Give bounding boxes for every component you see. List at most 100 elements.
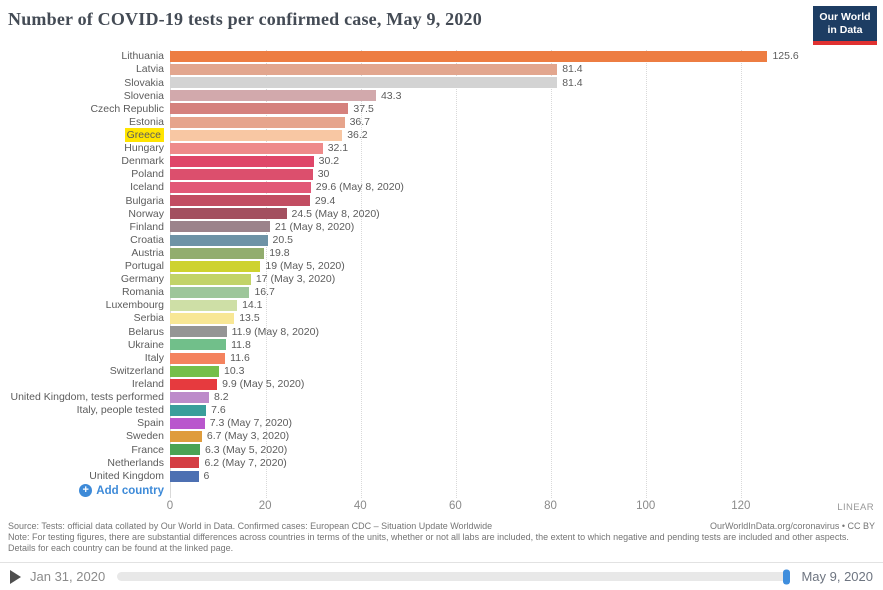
bar-row: Portugal 19 (May 5, 2020) <box>0 260 883 273</box>
country-label[interactable]: Poland <box>131 168 164 181</box>
bar-row: Greece 36.2 <box>0 127 883 142</box>
country-label[interactable]: Norway <box>128 207 164 220</box>
bar[interactable] <box>170 444 200 456</box>
value-label: 17 (May 3, 2020) <box>255 273 336 286</box>
country-label[interactable]: Austria <box>131 246 164 259</box>
bar[interactable] <box>170 103 349 115</box>
timeline-handle[interactable] <box>783 569 791 584</box>
bar[interactable] <box>170 273 251 285</box>
value-label: 29.6 (May 8, 2020) <box>315 181 404 194</box>
bar[interactable] <box>170 365 219 377</box>
footer: Source: Tests: official data collated by… <box>8 521 875 554</box>
bar[interactable] <box>170 208 287 220</box>
timeline-end-date: May 9, 2020 <box>801 569 873 584</box>
country-label[interactable]: Croatia <box>130 233 164 246</box>
bar-row: Luxembourg 14.1 <box>0 299 883 312</box>
country-label[interactable]: Czech Republic <box>90 102 164 115</box>
country-label[interactable]: Netherlands <box>107 456 164 469</box>
bar[interactable] <box>170 391 209 403</box>
country-label[interactable]: United Kingdom <box>89 469 164 482</box>
add-country-label: Add country <box>96 484 164 497</box>
bar[interactable] <box>170 326 227 338</box>
add-country-button[interactable]: + Add country <box>0 484 170 497</box>
country-label[interactable]: United Kingdom, tests performed <box>10 391 165 404</box>
bar[interactable] <box>170 470 199 482</box>
bar[interactable] <box>170 77 558 89</box>
bar-row: Norway 24.5 (May 8, 2020) <box>0 207 883 220</box>
value-label: 43.3 <box>380 89 402 102</box>
country-label[interactable]: Denmark <box>121 155 164 168</box>
country-label[interactable]: Belarus <box>128 325 164 338</box>
bar[interactable] <box>170 339 227 351</box>
bar-row: Slovenia 43.3 <box>0 89 883 102</box>
country-label[interactable]: France <box>131 443 164 456</box>
bar-row: United Kingdom 6 <box>0 470 883 483</box>
scale-toggle[interactable]: LINEAR <box>837 502 874 513</box>
bar[interactable] <box>170 378 218 390</box>
bar[interactable] <box>170 116 345 128</box>
value-label: 29.4 <box>314 194 336 207</box>
country-label[interactable]: Switzerland <box>109 364 164 377</box>
x-axis: 0 20 40 60 80 100 120 <box>167 500 855 514</box>
bar[interactable] <box>170 457 200 469</box>
bar[interactable] <box>170 169 313 181</box>
bar[interactable] <box>170 221 270 233</box>
bar-row: Hungary 32.1 <box>0 142 883 155</box>
bar[interactable] <box>170 431 202 443</box>
bar[interactable] <box>170 313 235 325</box>
bar[interactable] <box>170 352 226 364</box>
country-label[interactable]: Finland <box>129 220 164 233</box>
country-label[interactable]: Spain <box>137 417 164 430</box>
bar[interactable] <box>170 90 376 102</box>
bar[interactable] <box>170 195 310 207</box>
country-label[interactable]: Romania <box>121 286 164 299</box>
country-label[interactable]: Germany <box>120 273 164 286</box>
bar-row: Italy, people tested 7.6 <box>0 404 883 417</box>
country-label[interactable]: Sweden <box>126 430 164 443</box>
owid-logo[interactable]: Our World in Data <box>813 6 877 46</box>
bar[interactable] <box>170 129 343 141</box>
bar[interactable] <box>170 182 311 194</box>
timeline-track[interactable] <box>117 569 791 584</box>
bar-row: Bulgaria 29.4 <box>0 194 883 207</box>
country-label[interactable]: Ukraine <box>127 338 164 351</box>
bar[interactable] <box>170 260 261 272</box>
bar[interactable] <box>170 234 268 246</box>
source-note: Source: Tests: official data collated by… <box>8 521 493 531</box>
bar[interactable] <box>170 155 314 167</box>
country-label[interactable]: Ireland <box>131 378 164 391</box>
bar[interactable] <box>170 300 238 312</box>
value-label: 125.6 <box>772 50 799 63</box>
bar[interactable] <box>170 51 768 63</box>
country-label[interactable]: Serbia <box>133 312 164 325</box>
bar[interactable] <box>170 418 205 430</box>
bar[interactable] <box>170 247 265 259</box>
country-label[interactable]: Latvia <box>135 63 164 76</box>
bar[interactable] <box>170 287 250 299</box>
country-label[interactable]: Italy <box>144 351 164 364</box>
bar[interactable] <box>170 405 207 416</box>
country-label[interactable]: Iceland <box>130 181 164 194</box>
value-label: 6 <box>203 469 210 482</box>
play-icon[interactable] <box>10 569 21 584</box>
country-label[interactable]: Bulgaria <box>125 194 164 207</box>
bar-row: Netherlands 6.2 (May 7, 2020) <box>0 456 883 469</box>
country-label[interactable]: Estonia <box>128 115 164 128</box>
gridline <box>646 50 647 498</box>
value-label: 36.7 <box>349 115 371 128</box>
gridline <box>741 50 742 498</box>
country-label[interactable]: Slovakia <box>124 76 164 89</box>
country-label[interactable]: Greece <box>0 127 170 142</box>
country-label[interactable]: Portugal <box>124 260 164 273</box>
value-label: 9.9 (May 5, 2020) <box>222 378 305 391</box>
license-link[interactable]: OurWorldInData.org/coronavirus • CC BY <box>709 521 875 531</box>
country-label[interactable]: Hungary <box>124 142 164 155</box>
country-label[interactable]: Lithuania <box>121 50 164 63</box>
country-label[interactable]: Slovenia <box>123 89 164 102</box>
value-label: 81.4 <box>562 76 583 89</box>
bar[interactable] <box>170 142 323 154</box>
country-label[interactable]: Italy, people tested <box>76 404 164 417</box>
country-label[interactable]: Luxembourg <box>105 299 164 312</box>
bar[interactable] <box>170 64 558 76</box>
gridline <box>361 50 362 498</box>
